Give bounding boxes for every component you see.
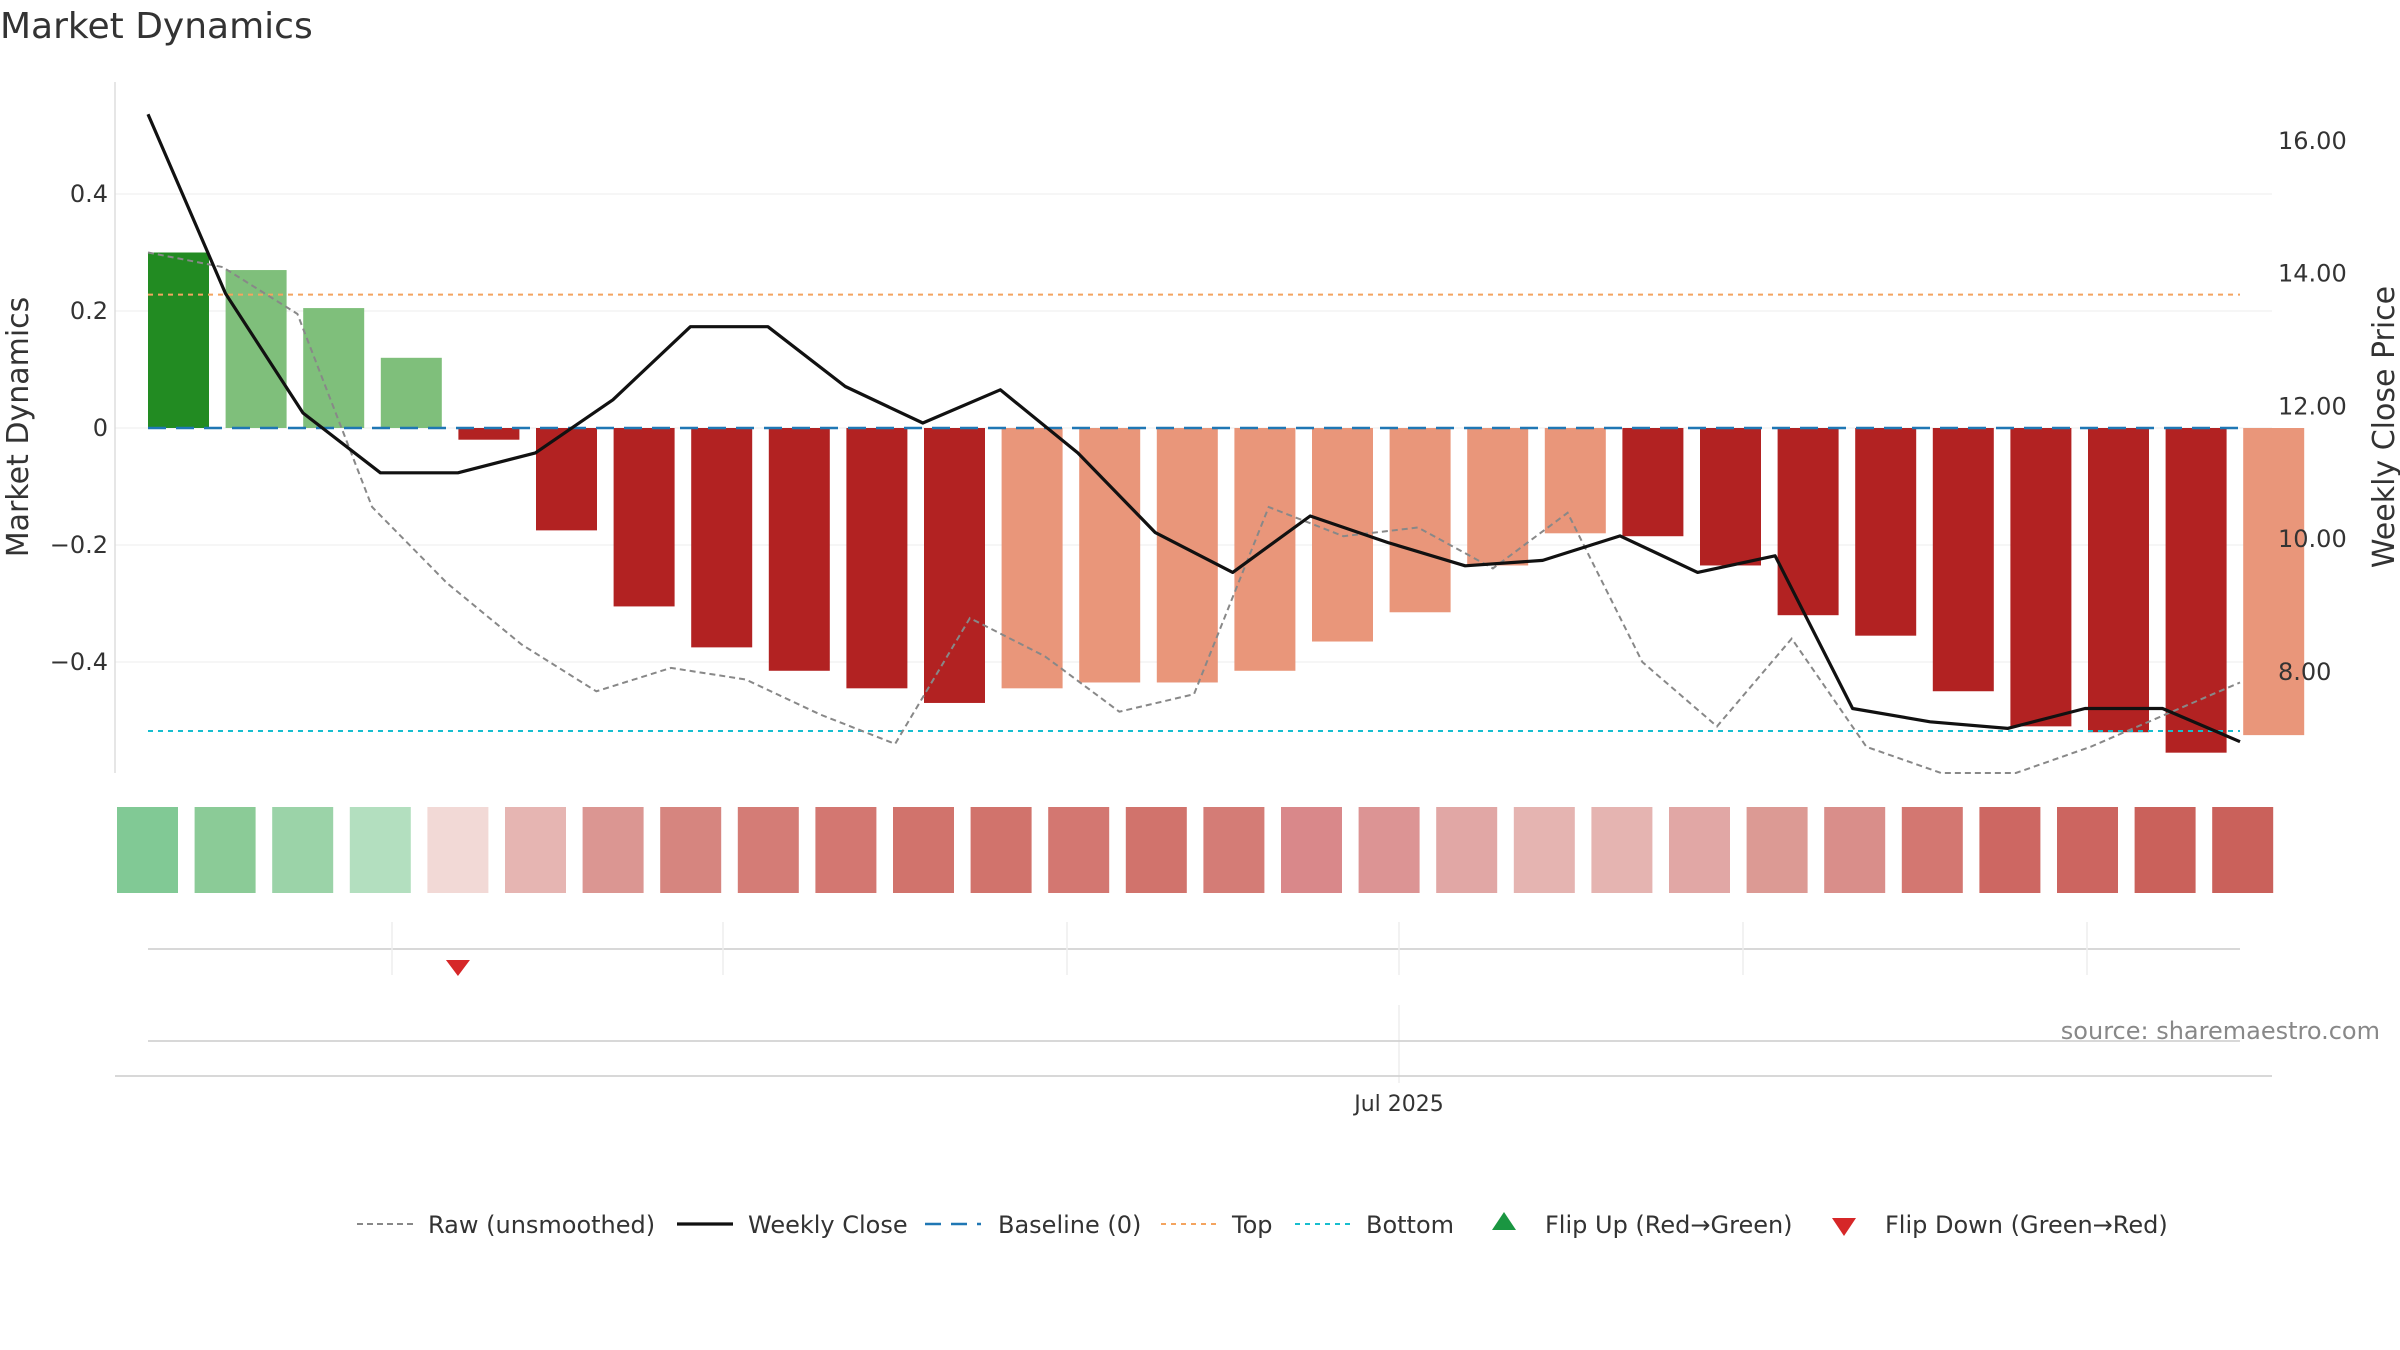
strip-cell bbox=[1048, 807, 1110, 893]
bar bbox=[1777, 428, 1839, 616]
bar bbox=[613, 428, 675, 607]
strip-cell bbox=[970, 807, 1032, 893]
y2-tick-label: 12.00 bbox=[2278, 392, 2347, 420]
strip-cell bbox=[1203, 807, 1265, 893]
y2-axis-label: Weekly Close Price bbox=[2367, 286, 2400, 568]
y-tick-label: −0.2 bbox=[50, 531, 108, 559]
bar bbox=[458, 428, 520, 440]
legend-label-raw: Raw (unsmoothed) bbox=[428, 1211, 655, 1239]
strip-cell bbox=[1591, 807, 1653, 893]
strip-cell bbox=[660, 807, 722, 893]
strip-cell bbox=[2057, 807, 2118, 893]
bar bbox=[536, 428, 597, 531]
weekly-close-line bbox=[146, 113, 2241, 744]
raw-unsmoothed-line bbox=[147, 251, 2241, 774]
legend-label-bottom: Bottom bbox=[1366, 1211, 1454, 1239]
bar bbox=[225, 270, 287, 428]
y-tick-label: 0 bbox=[93, 414, 108, 442]
legend-label-top: Top bbox=[1231, 1211, 1273, 1239]
bar bbox=[380, 357, 442, 428]
strip-cell bbox=[194, 807, 256, 893]
y2-tick-label: 8.00 bbox=[2278, 658, 2331, 686]
legend-swatch-flip-up bbox=[1492, 1212, 1516, 1230]
strip-cell bbox=[582, 807, 644, 893]
strip-cell bbox=[1901, 807, 1963, 893]
strip-cell bbox=[1824, 807, 1886, 893]
strip-cell bbox=[272, 807, 334, 893]
bar bbox=[148, 252, 209, 428]
legend-swatch-flip-down bbox=[1832, 1218, 1856, 1236]
strip-cell bbox=[1358, 807, 1420, 893]
strip-cell bbox=[815, 807, 877, 893]
legend-label-baseline: Baseline (0) bbox=[998, 1211, 1141, 1239]
strip-cell bbox=[505, 807, 566, 893]
y-tick-label: 0.2 bbox=[70, 297, 108, 325]
bar bbox=[768, 428, 830, 671]
y2-tick-label: 10.00 bbox=[2278, 525, 2347, 553]
strip-cell bbox=[1669, 807, 1730, 893]
x-tick-label: Jul 2025 bbox=[1352, 1092, 1444, 1117]
bar bbox=[2088, 428, 2149, 733]
y2-tick-label: 16.00 bbox=[2278, 127, 2347, 155]
bar bbox=[1389, 428, 1451, 613]
strip-cell bbox=[2212, 807, 2274, 893]
legend: Raw (unsmoothed) Weekly Close Baseline (0)… bbox=[357, 1211, 2168, 1239]
y-axis-ticks: 0.4 0.2 0 −0.2 −0.4 bbox=[50, 180, 108, 676]
bar bbox=[1156, 428, 1218, 683]
strip-cell bbox=[1125, 807, 1187, 893]
y2-axis-ticks: 16.00 14.00 12.00 10.00 8.00 bbox=[2278, 127, 2347, 686]
strip-cell bbox=[1436, 807, 1498, 893]
bar bbox=[2243, 428, 2305, 736]
source-label: source: sharemaestro.com bbox=[2061, 1017, 2380, 1045]
bar-series bbox=[148, 252, 2305, 753]
legend-label-flip-up: Flip Up (Red→Green) bbox=[1545, 1211, 1793, 1239]
bar bbox=[1079, 428, 1141, 683]
strip-cell bbox=[349, 807, 411, 893]
y-tick-label: 0.4 bbox=[70, 180, 108, 208]
chart-title: Market Dynamics bbox=[0, 6, 313, 47]
bar bbox=[1700, 428, 1761, 566]
strip-cell bbox=[2134, 807, 2196, 893]
y-tick-label: −0.4 bbox=[50, 648, 108, 676]
bar bbox=[2010, 428, 2072, 727]
strip-cell bbox=[427, 807, 489, 893]
bar bbox=[924, 428, 985, 703]
timeline-panel bbox=[115, 1005, 2272, 1083]
bar bbox=[303, 308, 365, 428]
bar bbox=[1932, 428, 1994, 692]
legend-label-close: Weekly Close bbox=[748, 1211, 908, 1239]
bar bbox=[2165, 428, 2227, 753]
y2-tick-label: 14.00 bbox=[2278, 260, 2347, 288]
bar bbox=[1467, 428, 1529, 566]
flip-down-marker bbox=[445, 960, 470, 976]
strip-cell bbox=[117, 807, 178, 893]
strip-cell bbox=[1746, 807, 1808, 893]
strip-cell bbox=[1513, 807, 1575, 893]
heat-strip bbox=[117, 807, 2274, 893]
flip-panel bbox=[148, 922, 2240, 976]
strip-cell bbox=[1281, 807, 1342, 893]
bar bbox=[846, 428, 908, 689]
bar bbox=[1622, 428, 1684, 537]
bar bbox=[1544, 428, 1606, 534]
bar bbox=[1855, 428, 1917, 636]
strip-cell bbox=[1979, 807, 2041, 893]
bar bbox=[1001, 428, 1063, 689]
legend-label-flip-down: Flip Down (Green→Red) bbox=[1885, 1211, 2168, 1239]
reference-lines bbox=[148, 293, 2240, 733]
strip-cell bbox=[737, 807, 799, 893]
line-series bbox=[146, 113, 2241, 774]
bar bbox=[691, 428, 753, 648]
strip-cell bbox=[893, 807, 954, 893]
y-axis-label: Market Dynamics bbox=[1, 297, 36, 558]
